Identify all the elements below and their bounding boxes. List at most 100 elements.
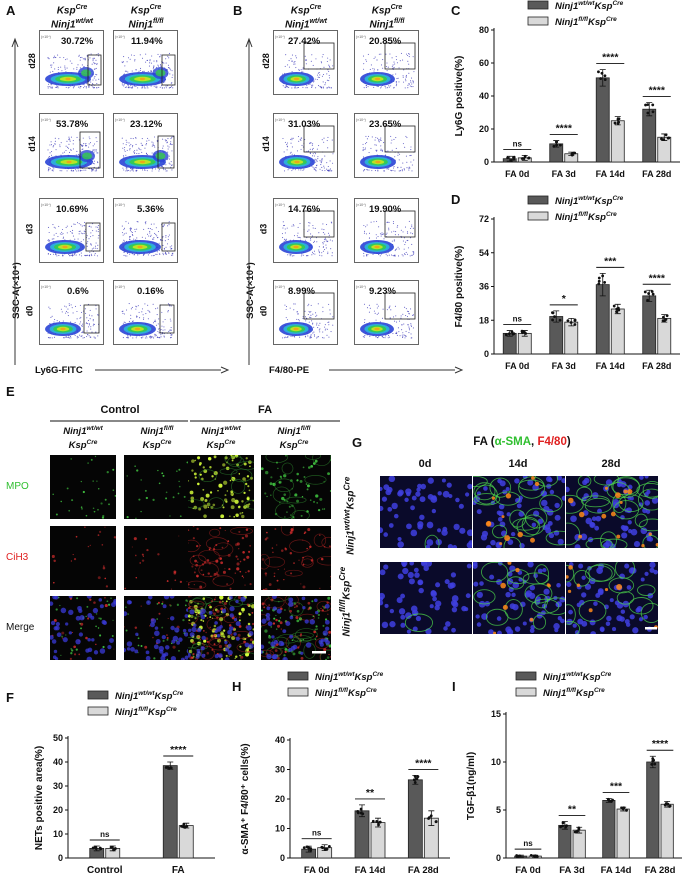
svg-text:(×10⁴): (×10⁴) xyxy=(275,35,285,39)
header-gene: Ksp xyxy=(56,5,76,17)
data-point xyxy=(309,849,313,853)
y-tick-label: 0 xyxy=(484,349,489,359)
row-gene-sup-2: Cre xyxy=(337,566,348,581)
gate-percentage-d0-1: 9.23% xyxy=(369,286,396,297)
group-underlines xyxy=(50,420,340,422)
flow-plot-d14-0: (×10⁴) xyxy=(39,113,104,178)
x-tick-label: FA 0d xyxy=(505,361,529,371)
header-line-1: KspCre xyxy=(271,2,341,16)
data-point xyxy=(559,825,562,829)
x-tick-label: FA 3d xyxy=(559,865,585,876)
gate-percentage-d0-0: 8.99% xyxy=(288,286,315,297)
y-tick-label: 72 xyxy=(479,214,489,224)
row-label-d0: d0 xyxy=(258,305,269,317)
svg-text:(×10⁴): (×10⁴) xyxy=(41,203,51,207)
header-gene-sup: wt/wt xyxy=(309,18,327,26)
flow-plot-density: (×10⁴) xyxy=(356,203,416,257)
flow-plot-d0-1: (×10⁴) xyxy=(354,280,419,345)
data-point xyxy=(643,290,647,294)
data-point xyxy=(644,103,647,107)
flow-plot-d3-0: (×10⁴) xyxy=(273,198,338,263)
data-point xyxy=(506,156,510,160)
data-point xyxy=(612,304,616,308)
column-header-1: KspCre Ninj1fl/fl xyxy=(111,2,181,31)
legend-label-0: Ninj1wt/wtKspCre xyxy=(555,0,624,12)
header-gene: Ninj1 xyxy=(369,19,394,31)
flow-plot-d14-1: (×10⁴) xyxy=(113,113,178,178)
flow-plot-d3-1: (×10⁴) xyxy=(354,198,419,263)
header-gene-sup: Cre xyxy=(309,4,322,11)
micrograph-image xyxy=(50,596,116,660)
g-micrograph-1-0 xyxy=(380,562,472,634)
panel-letter-c: C xyxy=(451,3,461,18)
header-gene: Ksp xyxy=(68,440,87,452)
significance-label: ns xyxy=(513,315,523,324)
x-tick-label: FA 14d xyxy=(596,169,625,179)
svg-text:(×10⁴): (×10⁴) xyxy=(115,285,125,289)
svg-text:(×10⁴): (×10⁴) xyxy=(41,35,51,39)
data-point xyxy=(182,822,186,826)
data-point xyxy=(613,121,617,125)
micrograph-image xyxy=(473,476,565,548)
row-gene-sup: wt/wt xyxy=(341,509,352,531)
row-label-d14: d14 xyxy=(260,136,271,152)
header-line-2: Ninj1wt/wt xyxy=(37,16,107,30)
g-column-header-14d: 14d xyxy=(508,458,528,470)
title-prefix: FA ( xyxy=(473,436,495,448)
bar-FA 28d-wt xyxy=(642,108,657,163)
e-column-header-0: Ninj1wt/wt KspCre xyxy=(48,423,118,451)
data-point xyxy=(622,806,626,810)
micrograph-cih3-2 xyxy=(188,526,254,590)
gate-percentage-d14-1: 23.12% xyxy=(130,119,163,130)
micrograph-image xyxy=(188,526,254,590)
data-point xyxy=(570,153,574,157)
legend-swatch-0 xyxy=(287,671,309,681)
micrograph-image xyxy=(380,562,472,634)
e-column-header-1: Ninj1fl/fl KspCre xyxy=(122,423,192,451)
bar-FA 14d-fl xyxy=(610,308,625,355)
gate-percentage-d14-1: 23.65% xyxy=(369,119,402,130)
x-tick-label: Control xyxy=(87,865,123,876)
flow-plot-density: (×10⁴) xyxy=(275,118,335,172)
flow-plot-density: (×10⁴) xyxy=(41,203,101,257)
data-point xyxy=(359,811,363,815)
panel-letter-e: E xyxy=(6,384,15,399)
flow-plot-density: (×10⁴) xyxy=(275,203,335,257)
legend-label-1: Ninj1fl/flKspCre xyxy=(555,211,617,223)
significance-label: * xyxy=(562,293,567,305)
micrograph-mpo-3 xyxy=(261,455,331,519)
legend-swatch-0 xyxy=(515,671,537,681)
header-gene: Ninj1 xyxy=(277,426,301,438)
row-gene: Ninj1 xyxy=(341,612,353,637)
g-micrograph-1-2 xyxy=(566,562,658,634)
data-point xyxy=(575,830,578,834)
data-point xyxy=(600,71,604,75)
row-label-d3: d3 xyxy=(24,223,35,235)
significance-label: **** xyxy=(556,123,573,135)
data-point xyxy=(504,333,508,337)
data-point xyxy=(603,281,607,284)
header-gene-sup: Cre xyxy=(86,439,98,447)
flow-plot-density: (×10⁴) xyxy=(275,285,335,339)
micrograph-image xyxy=(566,562,658,634)
legend-label-1: Ninj1fl/flKspCre xyxy=(555,16,617,28)
svg-text:(×10⁴): (×10⁴) xyxy=(356,118,366,122)
flow-plot-d0-1: (×10⁴) xyxy=(113,280,178,345)
y-tick-label: 40 xyxy=(53,757,63,767)
row-gene-sup-2: Cre xyxy=(341,476,352,491)
gate-percentage-d28-1: 11.94% xyxy=(131,36,163,47)
chart-c: Ninj1wt/wtKspCre Ninj1fl/flKspCre 0 20 40 60 8… xyxy=(454,0,680,179)
gate-percentage-d14-0: 53.78% xyxy=(56,119,89,130)
data-point xyxy=(597,282,601,286)
micrograph-image xyxy=(473,562,565,634)
y-axis-label: Ly6G positive(%) xyxy=(454,56,465,137)
y-tick-label: 18 xyxy=(479,315,489,325)
data-point xyxy=(507,332,511,336)
header-line-1: Ninj1wt/wt xyxy=(186,423,256,437)
header-gene-sup: Cre xyxy=(160,439,172,447)
data-point xyxy=(668,804,672,808)
header-gene-sup: fl/fl xyxy=(152,18,164,26)
error-bar xyxy=(646,102,653,117)
data-point xyxy=(510,330,514,334)
svg-text:(×10⁴): (×10⁴) xyxy=(356,203,366,207)
